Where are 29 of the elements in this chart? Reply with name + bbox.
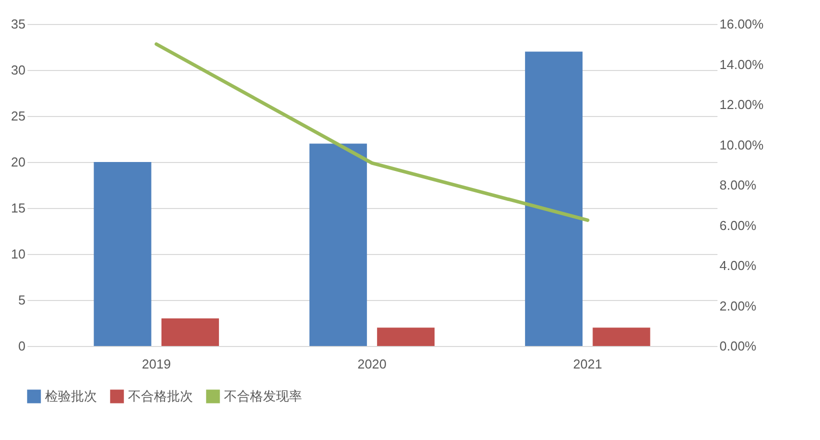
- y-tick-label: 25: [11, 108, 26, 124]
- bar: [592, 328, 650, 346]
- y2-tick-label: 8.00%: [720, 178, 757, 192]
- y-tick-label: 10: [11, 246, 26, 262]
- y-tick-label: 35: [11, 16, 26, 32]
- x-tick-label: 2021: [573, 356, 602, 372]
- y-tick-label: 5: [18, 292, 26, 308]
- y2-tick-label: 16.00%: [720, 16, 764, 32]
- x-tick-label: 2020: [358, 356, 386, 372]
- legend-label: 不合格批次: [128, 388, 193, 404]
- y-tick-label: 0: [18, 338, 26, 354]
- bar: [309, 144, 367, 346]
- y2-tick-label: 2.00%: [720, 298, 757, 314]
- y-tick-label: 20: [11, 154, 26, 170]
- y2-tick-label: 0.00%: [720, 338, 757, 354]
- y2-tick-label: 6.00%: [720, 218, 757, 233]
- legend-label: 不合格发现率: [224, 388, 302, 404]
- y2-tick-label: 10.00%: [720, 137, 764, 152]
- bar: [94, 162, 152, 346]
- bar: [377, 328, 435, 346]
- bar: [525, 52, 583, 346]
- x-tick-label: 2019: [142, 356, 171, 372]
- y2-tick-label: 4.00%: [720, 258, 757, 273]
- bar: [161, 318, 219, 346]
- y-tick-label: 30: [11, 62, 26, 78]
- legend-label: 检验批次: [45, 388, 97, 404]
- y2-tick-label: 14.00%: [720, 56, 764, 72]
- y2-tick-label: 12.00%: [720, 97, 764, 112]
- y-tick-label: 15: [11, 200, 26, 216]
